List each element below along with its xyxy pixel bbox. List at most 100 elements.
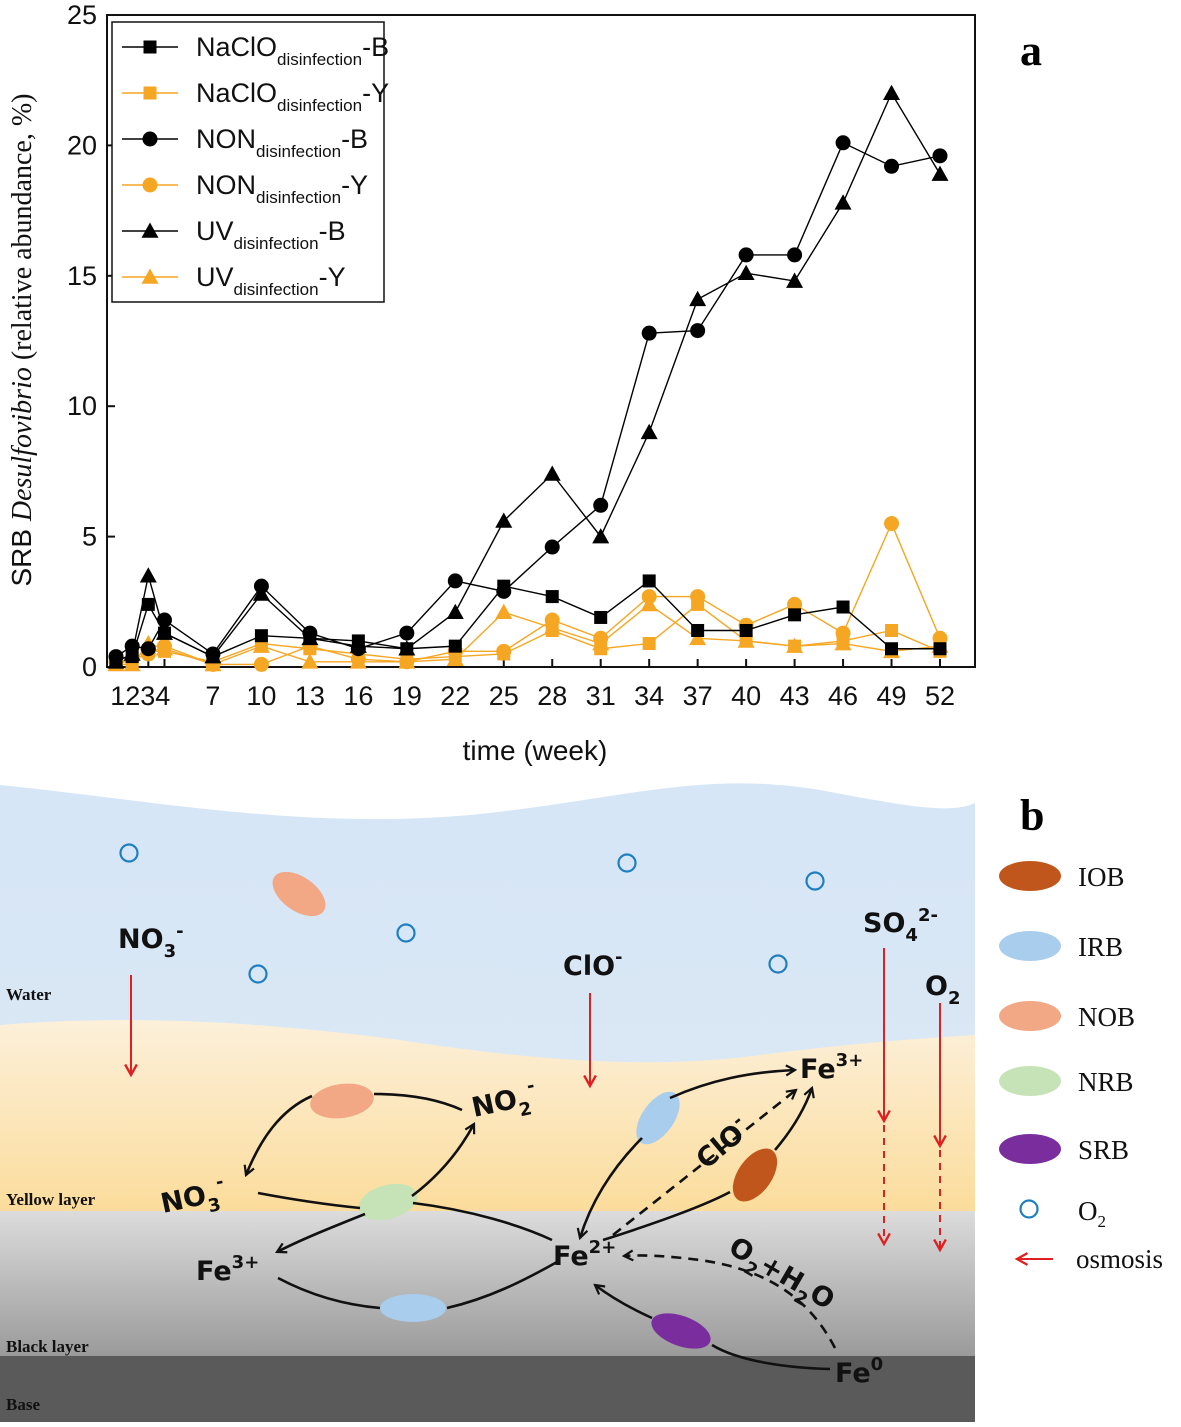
x-tick-label: 52 — [925, 681, 955, 711]
srb-to-fe2-arrow — [595, 1285, 653, 1320]
data-point — [204, 655, 222, 672]
fe2-to-iob-arrow — [602, 1190, 731, 1242]
fe2-label: Fe2+ — [553, 1237, 616, 1272]
y-tick-label: 25 — [67, 0, 97, 30]
data-point — [252, 585, 270, 601]
no3-surface-label: NO3- — [118, 921, 184, 962]
x-tick-label: 1234 — [110, 681, 170, 711]
black-layer — [0, 1211, 975, 1357]
legend-irb-swatch — [999, 931, 1061, 961]
data-point — [252, 637, 270, 653]
legend-entry: NaClOdisinfection-Y — [122, 78, 389, 115]
legend-label: UVdisinfection-B — [196, 216, 346, 253]
legend-marker — [142, 131, 158, 147]
legend-srb-label: SRB — [1078, 1135, 1129, 1165]
data-point — [737, 632, 755, 648]
legend-label: NONdisinfection-B — [196, 124, 368, 161]
y-axis-title-genus: Desulfovibrio — [7, 367, 38, 522]
no3-nrb-path — [257, 1191, 361, 1210]
data-point — [884, 158, 900, 174]
data-point — [738, 247, 754, 263]
data-point — [689, 290, 707, 307]
y-axis-title-prefix: SRB — [6, 521, 37, 586]
data-point — [495, 512, 513, 528]
data-point — [301, 629, 319, 646]
data-point — [691, 623, 705, 637]
data-point — [835, 135, 851, 151]
x-axis-title: time (week) — [463, 735, 608, 766]
iob-to-fe3-arrow — [774, 1088, 812, 1151]
yellow-layer — [0, 1020, 975, 1212]
data-point — [398, 640, 416, 656]
data-point — [107, 653, 125, 669]
legend-marker — [142, 177, 158, 193]
data-point — [496, 643, 512, 659]
data-point — [642, 574, 656, 588]
o2-bubble — [768, 954, 788, 974]
data-point — [593, 497, 609, 513]
data-point — [640, 423, 658, 440]
data-point — [931, 165, 949, 181]
x-tick-label: 49 — [877, 681, 907, 711]
legend-osmosis-label: osmosis — [1076, 1244, 1163, 1274]
y-tick-label: 5 — [82, 522, 97, 552]
fe0-to-fe2-dashed — [624, 1255, 837, 1349]
reaction-arrows — [246, 1070, 837, 1371]
series-uv-b — [107, 84, 949, 669]
irb-to-fe3-arrow — [669, 1070, 795, 1100]
x-tick-label: 10 — [246, 681, 276, 711]
nob-cell-water — [272, 871, 326, 917]
data-point — [545, 590, 559, 604]
so4-label: SO42- — [863, 905, 938, 946]
layer-label-yellow: Yellow layer — [6, 1190, 96, 1209]
irb-cell-right — [636, 1091, 680, 1145]
layer-label-water: Water — [6, 985, 52, 1004]
x-tick-label: 25 — [489, 681, 519, 711]
legend-iob-label: IOB — [1078, 862, 1125, 892]
nrb-cell — [358, 1183, 418, 1221]
series-layer — [107, 84, 949, 672]
data-point — [786, 272, 804, 288]
fe0-srb-path — [711, 1343, 831, 1371]
iob-cell — [732, 1148, 778, 1202]
series-line — [115, 91, 941, 663]
fe3-left-label: Fe3+ — [196, 1252, 259, 1287]
y-tick-label: 15 — [67, 261, 97, 291]
data-point — [885, 642, 899, 656]
oxygen-bubbles — [119, 843, 825, 984]
legend-irb-label: IRB — [1078, 932, 1123, 962]
data-point — [786, 637, 804, 653]
legend-label: UVdisinfection-Y — [196, 262, 346, 299]
data-point — [349, 653, 367, 669]
x-tick-label: 34 — [634, 681, 664, 711]
srb-cell — [651, 1313, 711, 1349]
data-point — [140, 641, 156, 657]
data-point — [834, 194, 852, 210]
legend-entry: UVdisinfection-B — [122, 216, 346, 253]
series-line — [115, 141, 941, 658]
x-tick-label: 31 — [586, 681, 616, 711]
data-point — [592, 635, 610, 651]
data-point — [155, 624, 173, 640]
panel-letter-b: b — [1020, 791, 1044, 840]
legend-entry: NONdisinfection-B — [122, 124, 368, 161]
data-point — [123, 655, 141, 672]
fe2-to-fe3-dashed — [612, 1090, 796, 1237]
legend-o2-label: O2 — [1078, 1196, 1106, 1231]
layer-label-base: Base — [6, 1395, 40, 1414]
legend-nob-swatch — [999, 1001, 1061, 1031]
series-naclo-y — [109, 597, 947, 669]
layer-label-black: Black layer — [6, 1337, 89, 1356]
data-point — [156, 612, 172, 628]
fe3-irb-path — [277, 1276, 381, 1310]
data-point — [787, 247, 803, 263]
x-tick-label: 19 — [392, 681, 422, 711]
legend-o2-swatch — [1019, 1199, 1039, 1219]
irb-cell-left — [380, 1294, 446, 1322]
fe0-label: Fe0 — [835, 1354, 883, 1389]
o2-bubble — [617, 853, 637, 873]
series-uv-y — [107, 595, 949, 672]
data-point — [592, 528, 610, 544]
o2-bubble — [119, 843, 139, 863]
irb-to-fe2-right-arrow — [580, 1137, 643, 1238]
